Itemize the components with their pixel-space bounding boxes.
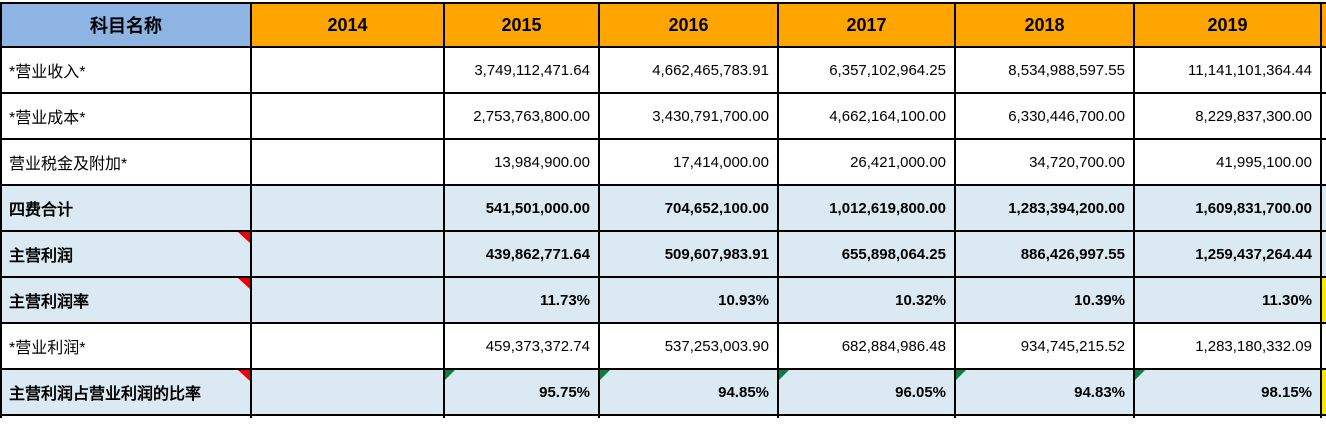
cell-2019[interactable]: 1,283,180,332.09 [1133,322,1322,370]
cell-2019[interactable]: 11.30% [1133,276,1322,324]
partial-bottom-cell [250,414,445,418]
cell-2018[interactable]: 886,426,997.55 [954,230,1135,278]
partial-bottom-cell [777,414,956,418]
cell-2016[interactable]: 3,430,791,700.00 [598,92,779,140]
header-partial-next-column [1320,2,1326,48]
cell-2014[interactable] [250,138,445,186]
cell-2015[interactable]: 439,862,771.64 [443,230,600,278]
partial-next-column-cell [1320,276,1326,324]
cell-2017[interactable]: 96.05% [777,368,956,416]
cell-2015[interactable]: 11.73% [443,276,600,324]
cell-2015[interactable]: 3,749,112,471.64 [443,46,600,94]
header-year-2018[interactable]: 2018 [954,2,1135,48]
header-year-2014[interactable]: 2014 [250,2,445,48]
cell-2017[interactable]: 655,898,064.25 [777,230,956,278]
cell-2015[interactable]: 541,501,000.00 [443,184,600,232]
partial-next-column-cell [1320,322,1326,370]
cell-2019[interactable]: 41,995,100.00 [1133,138,1322,186]
partial-next-column-cell [1320,46,1326,94]
cell-2017[interactable]: 26,421,000.00 [777,138,956,186]
partial-next-column-cell [1320,184,1326,232]
cell-2017[interactable]: 10.32% [777,276,956,324]
cell-2019[interactable]: 1,259,437,264.44 [1133,230,1322,278]
cell-2016[interactable]: 17,414,000.00 [598,138,779,186]
cell-2018[interactable]: 94.83% [954,368,1135,416]
partial-bottom-cell [1133,414,1322,418]
cell-2018[interactable]: 6,330,446,700.00 [954,92,1135,140]
comment-indicator-icon [238,279,249,289]
row-label-cell[interactable]: 四费合计 [0,184,252,232]
cell-2014[interactable] [250,92,445,140]
table-row: *营业利润* 459,373,372.74 537,253,003.90 682,88… [0,322,1326,370]
cell-2017[interactable]: 6,357,102,964.25 [777,46,956,94]
cell-2018[interactable]: 1,283,394,200.00 [954,184,1135,232]
cell-2015[interactable]: 459,373,372.74 [443,322,600,370]
row-label-cell[interactable]: 主营利润率 [0,276,252,324]
cell-2015[interactable]: 95.75% [443,368,600,416]
row-label-cell[interactable]: *营业成本* [0,92,252,140]
header-row: 科目名称 2014 2015 2016 2017 2018 2019 [0,2,1326,48]
partial-next-column-cell [1320,92,1326,140]
table-row: 主营利润 439,862,771.64 509,607,983.91 655,898,… [0,230,1326,278]
cell-2016[interactable]: 94.85% [598,368,779,416]
formula-warning-icon [1136,371,1145,380]
cell-2018[interactable]: 10.39% [954,276,1135,324]
cell-2014[interactable] [250,184,445,232]
row-label-cell[interactable]: *营业利润* [0,322,252,370]
cell-2014[interactable] [250,368,445,416]
header-year-2019[interactable]: 2019 [1133,2,1322,48]
row-label-cell[interactable]: 主营利润占营业利润的比率 [0,368,252,416]
table-row: *营业成本* 2,753,763,800.00 3,430,791,700.00 4,… [0,92,1326,140]
partial-bottom-cell [1320,414,1326,418]
cell-2017[interactable]: 4,662,164,100.00 [777,92,956,140]
cell-2017[interactable]: 682,884,986.48 [777,322,956,370]
partial-next-column-cell [1320,230,1326,278]
cell-2019[interactable]: 1,609,831,700.00 [1133,184,1322,232]
header-year-2017[interactable]: 2017 [777,2,956,48]
row-label-cell[interactable]: 营业税金及附加* [0,138,252,186]
cell-2015[interactable]: 13,984,900.00 [443,138,600,186]
cell-2016[interactable]: 4,662,465,783.91 [598,46,779,94]
partial-bottom-cell [954,414,1135,418]
formula-warning-icon [780,371,789,380]
partial-bottom-cell [598,414,779,418]
table-row: 主营利润率 11.73% 10.93% 10.32% 10.39% 11.30% [0,276,1326,324]
formula-warning-icon [601,371,610,380]
cell-2019[interactable]: 8,229,837,300.00 [1133,92,1322,140]
table-row: 四费合计 541,501,000.00 704,652,100.00 1,012,61… [0,184,1326,232]
header-year-2015[interactable]: 2015 [443,2,600,48]
table-row: *营业收入* 3,749,112,471.64 4,662,465,783.91 6,… [0,46,1326,94]
cell-2017[interactable]: 1,012,619,800.00 [777,184,956,232]
header-year-2016[interactable]: 2016 [598,2,779,48]
partial-next-column-cell [1320,368,1326,416]
cell-2016[interactable]: 704,652,100.00 [598,184,779,232]
table-row: 营业税金及附加* 13,984,900.00 17,414,000.00 26,421… [0,138,1326,186]
cell-2018[interactable]: 934,745,215.52 [954,322,1135,370]
partial-next-column-cell [1320,138,1326,186]
cell-2019[interactable]: 11,141,101,364.44 [1133,46,1322,94]
table-row: 主营利润占营业利润的比率 95.75% 94.85% 96.05% 94.83% 98.1… [0,368,1326,416]
formula-warning-icon [446,371,455,380]
cell-2014[interactable] [250,230,445,278]
cell-2014[interactable] [250,46,445,94]
partial-bottom-cell [443,414,600,418]
comment-indicator-icon [238,233,249,243]
formula-warning-icon [957,371,966,380]
partial-bottom-cell [0,414,252,418]
comment-indicator-icon [238,371,249,381]
partial-bottom-row [0,414,1326,418]
cell-2016[interactable]: 537,253,003.90 [598,322,779,370]
cell-2014[interactable] [250,322,445,370]
cell-2014[interactable] [250,276,445,324]
row-label-cell[interactable]: *营业收入* [0,46,252,94]
financial-table: 科目名称 2014 2015 2016 2017 2018 2019 *营业收入… [0,2,1326,418]
row-label-cell[interactable]: 主营利润 [0,230,252,278]
cell-2016[interactable]: 10.93% [598,276,779,324]
cell-2015[interactable]: 2,753,763,800.00 [443,92,600,140]
cell-2016[interactable]: 509,607,983.91 [598,230,779,278]
cell-2018[interactable]: 8,534,988,597.55 [954,46,1135,94]
header-subject-cell[interactable]: 科目名称 [0,2,252,48]
cell-2018[interactable]: 34,720,700.00 [954,138,1135,186]
cell-2019[interactable]: 98.15% [1133,368,1322,416]
